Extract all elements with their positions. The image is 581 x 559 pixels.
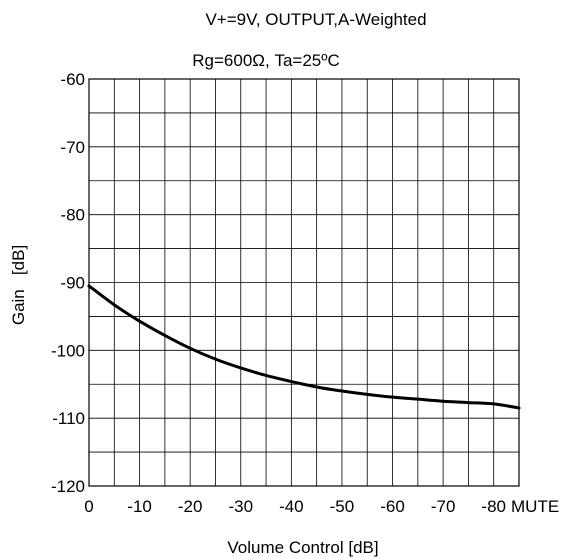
y-tick-label: -110	[52, 409, 85, 428]
y-tick-labels: -60 -70 -80 -90 -100 -110 -120	[51, 70, 85, 496]
y-tick-label: -90	[60, 274, 85, 293]
x-tick-label: -70	[431, 497, 456, 516]
x-tick-label: -20	[178, 497, 203, 516]
series-line	[87, 284, 521, 410]
x-tick-label: MUTE	[511, 497, 559, 516]
x-tick-labels: 0 -10 -20 -30 -40 -50 -60 -70 -80 MUTE	[84, 497, 559, 516]
y-tick-label: -60	[60, 70, 85, 89]
x-tick-label: -80	[481, 497, 506, 516]
y-tick-label: -70	[60, 138, 85, 157]
series-lines	[87, 284, 521, 410]
x-tick-label: -40	[279, 497, 304, 516]
y-axis-label: Gain [dB]	[9, 245, 28, 325]
y-tick-label: -120	[51, 477, 85, 496]
x-tick-label: 0	[84, 497, 93, 516]
x-tick-label: -60	[380, 497, 405, 516]
grid-lines	[88, 78, 520, 487]
x-tick-label: -30	[228, 497, 253, 516]
y-tick-label: -100	[51, 341, 85, 360]
chart-title-line-2: Rg=600Ω, Ta=25ºC	[192, 51, 339, 70]
x-tick-label: -50	[330, 497, 355, 516]
x-axis-label: Volume Control [dB]	[227, 538, 378, 557]
x-tick-label: -10	[127, 497, 152, 516]
y-tick-label: -80	[60, 206, 85, 225]
plot-frame	[88, 78, 520, 487]
chart-title-line-1: V+=9V, OUTPUT,A-Weighted	[205, 10, 426, 29]
